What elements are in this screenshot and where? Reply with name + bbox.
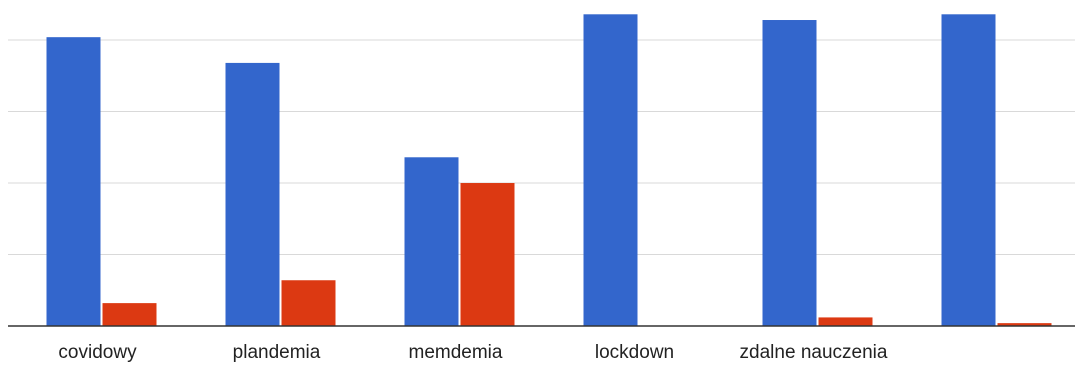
bar xyxy=(583,14,638,326)
bar xyxy=(818,317,873,326)
bar xyxy=(102,303,157,326)
x-tick-label: memdemia xyxy=(409,342,503,363)
bar xyxy=(281,280,336,326)
x-tick-label: covidowy xyxy=(58,342,137,363)
bar xyxy=(997,323,1052,326)
bar xyxy=(762,20,817,326)
bar xyxy=(225,62,280,326)
bar xyxy=(46,37,101,326)
bar xyxy=(404,157,459,326)
x-tick-label: plandemia xyxy=(233,342,321,363)
bar xyxy=(460,183,515,326)
bar xyxy=(941,14,996,326)
x-tick-label: zdalne nauczenia xyxy=(740,342,888,363)
x-tick-label: lockdown xyxy=(595,342,674,363)
